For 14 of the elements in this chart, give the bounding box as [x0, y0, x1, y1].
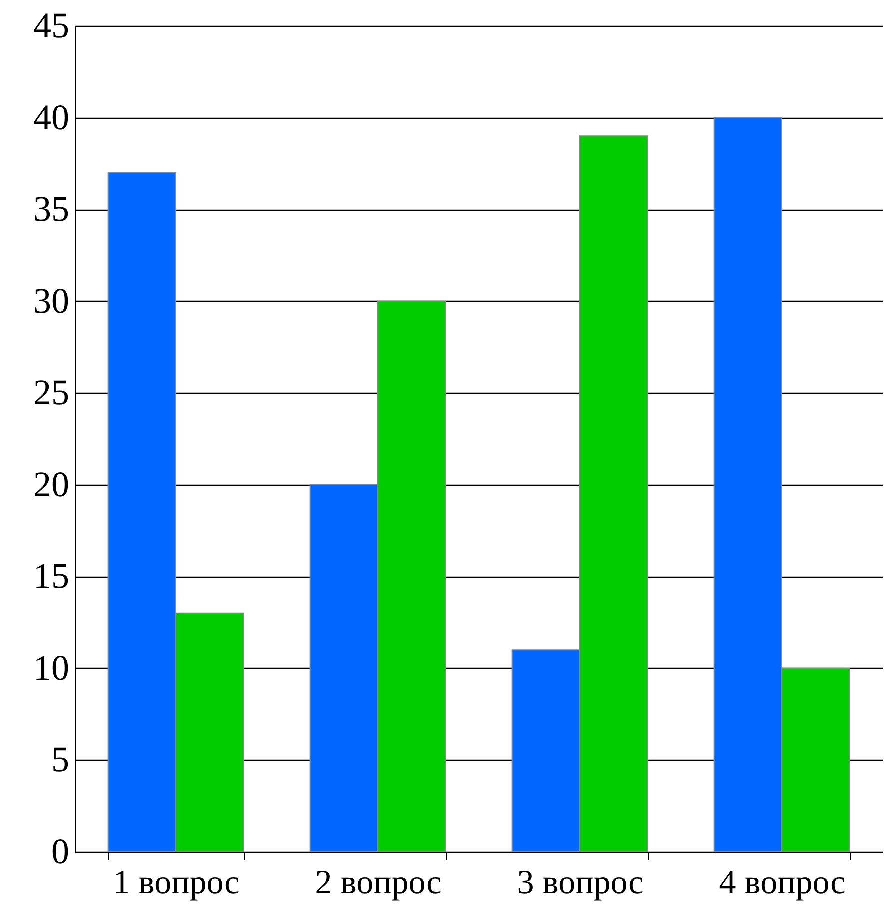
y-tick-label: 35 [34, 189, 70, 230]
y-tick-label: 45 [34, 6, 70, 46]
y-tick-label: 25 [34, 372, 70, 413]
x-tick-label: 4 вопрос [719, 864, 846, 902]
y-tick-label: 10 [34, 648, 70, 688]
y-tick-label: 30 [34, 280, 70, 321]
y-tick-label: 15 [34, 556, 70, 596]
y-tick-label: 5 [52, 740, 70, 780]
x-tick-label: 1 вопрос [113, 864, 240, 902]
y-tick-label: 40 [34, 97, 70, 138]
x-tick-label: 3 вопрос [517, 864, 644, 902]
x-tick-label: 2 вопрос [315, 864, 442, 902]
y-tick-label: 0 [52, 832, 70, 872]
y-tick-label: 20 [34, 464, 70, 504]
